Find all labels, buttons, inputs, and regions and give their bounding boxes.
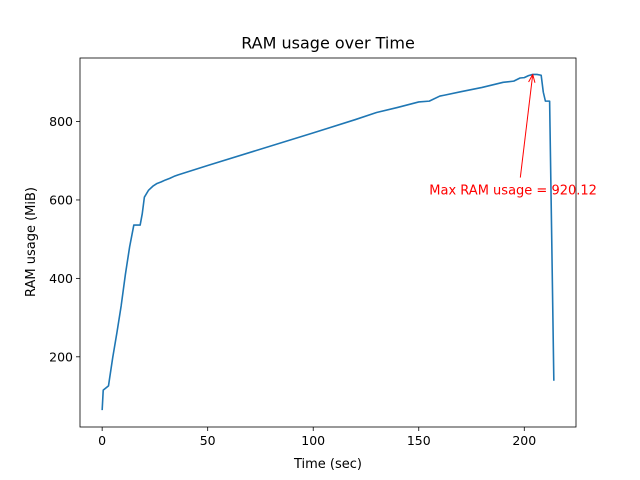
annotation-arrow-line <box>519 74 534 178</box>
x-axis-ticks: 0 50 100 150 200 <box>98 427 536 448</box>
axes-frame <box>79 57 577 428</box>
x-tick-label: 200 <box>512 433 536 448</box>
x-axis-label: Time (sec) <box>293 457 362 472</box>
x-tick-label: 50 <box>200 433 216 448</box>
y-tick-label: 800 <box>49 114 73 129</box>
annotations: Max RAM usage = 920.12 <box>429 74 597 199</box>
x-tick-label: 0 <box>98 433 106 448</box>
y-tick-label: 200 <box>49 349 73 364</box>
y-axis-ticks: 200 400 600 800 <box>49 114 80 364</box>
annotation-max-ram-label: Max RAM usage = 920.12 <box>429 184 597 199</box>
y-tick-label: 400 <box>49 271 73 286</box>
series-line-ram-usage <box>101 73 555 411</box>
chart-title: RAM usage over Time <box>241 34 415 53</box>
y-tick-label: 600 <box>49 192 73 207</box>
x-tick-label: 100 <box>301 433 325 448</box>
x-tick-label: 150 <box>407 433 431 448</box>
y-axis-label: RAM usage (MiB) <box>24 187 39 297</box>
annotation-arrow-head <box>528 74 536 83</box>
